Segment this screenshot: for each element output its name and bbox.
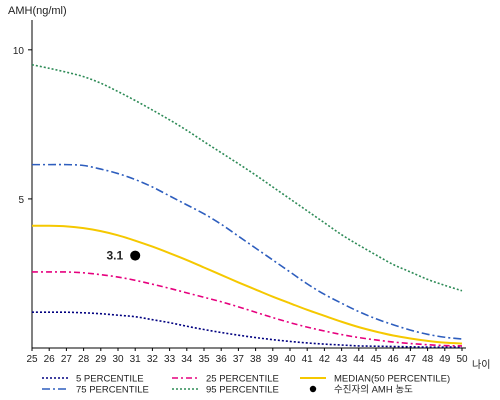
patient-point bbox=[130, 250, 141, 261]
series-line-4 bbox=[31, 63, 463, 292]
x-tick-label: 25 bbox=[26, 354, 38, 365]
y-axis-label: AMH(ng/ml) bbox=[8, 5, 67, 17]
x-tick-label: 40 bbox=[284, 354, 296, 365]
x-tick-label: 38 bbox=[250, 354, 262, 365]
x-tick-label: 32 bbox=[147, 354, 159, 365]
x-tick-label: 41 bbox=[302, 354, 314, 365]
legend-point-label: 수진자의 AMH 농도 bbox=[334, 385, 413, 396]
x-axis-label: 나이 bbox=[472, 359, 490, 371]
x-tick-label: 34 bbox=[181, 354, 193, 365]
legend-label-0: 5 PERCENTILE bbox=[76, 374, 144, 385]
x-tick-label: 45 bbox=[370, 354, 382, 365]
x-tick-label: 31 bbox=[130, 354, 142, 365]
y-tick-label: 10 bbox=[13, 46, 25, 57]
legend-label-4: MEDIAN(50 PERCENTILE) bbox=[334, 374, 450, 385]
x-tick-label: 50 bbox=[456, 354, 468, 365]
patient-point-label: 3.1 bbox=[107, 249, 124, 263]
y-tick-label: 5 bbox=[18, 195, 24, 206]
x-tick-label: 29 bbox=[95, 354, 107, 365]
x-tick-label: 28 bbox=[78, 354, 90, 365]
x-tick-label: 35 bbox=[198, 354, 210, 365]
legend-label-2: 25 PERCENTILE bbox=[206, 374, 279, 385]
x-tick-label: 48 bbox=[422, 354, 434, 365]
series-layer bbox=[31, 63, 463, 348]
x-tick-label: 30 bbox=[112, 354, 124, 365]
series-line-2 bbox=[31, 224, 463, 345]
x-tick-label: 44 bbox=[353, 354, 365, 365]
x-tick-label: 43 bbox=[336, 354, 348, 365]
x-tick-label: 36 bbox=[216, 354, 228, 365]
point-layer: 3.1 bbox=[107, 249, 141, 263]
x-tick-label: 33 bbox=[164, 354, 176, 365]
x-tick-label: 37 bbox=[233, 354, 245, 365]
x-tick-label: 46 bbox=[388, 354, 400, 365]
x-tick-label: 47 bbox=[405, 354, 417, 365]
legend-label-3: 95 PERCENTILE bbox=[206, 385, 279, 396]
x-tick-label: 39 bbox=[267, 354, 279, 365]
series-line-1 bbox=[32, 271, 463, 347]
legend-label-1: 75 PERCENTILE bbox=[76, 385, 149, 396]
series-line-3 bbox=[32, 163, 463, 340]
x-tick-label: 27 bbox=[61, 354, 73, 365]
legend-point-marker bbox=[309, 385, 317, 393]
x-tick-label: 42 bbox=[319, 354, 331, 365]
x-tick-label: 49 bbox=[439, 354, 451, 365]
series-line-0 bbox=[31, 311, 462, 348]
x-tick-label: 26 bbox=[44, 354, 56, 365]
axis-ticks: 25 26 27 28 29 30 31 32 33 34 35 36 37 38 39 40 41 42 43 44… bbox=[13, 46, 468, 365]
